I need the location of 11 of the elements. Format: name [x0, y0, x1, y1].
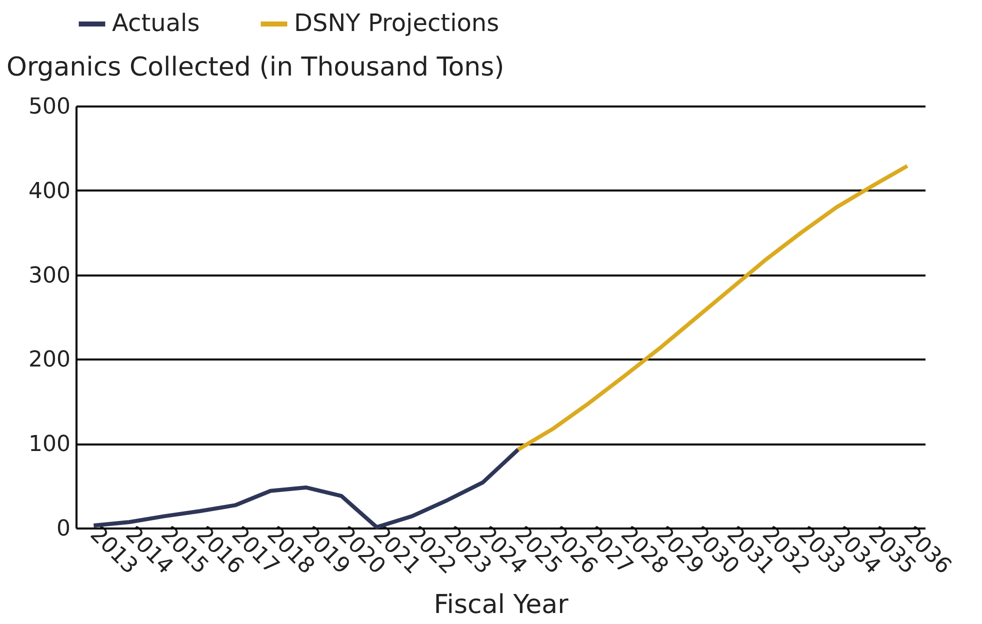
y-axis-title: Organics Collected (in Thousand Tons) [6, 52, 504, 82]
legend-label: Actuals [112, 9, 200, 37]
x-axis-title: Fiscal Year [434, 590, 569, 620]
line-series [516, 164, 910, 452]
legend-label: DSNY Projections [294, 9, 500, 37]
y-tick-label: 0 [56, 516, 70, 542]
y-tick-label: 200 [28, 348, 70, 373]
y-tick-label: 500 [28, 94, 70, 120]
y-tick-label: 300 [28, 263, 70, 288]
y-tick-label: 100 [28, 432, 70, 458]
y-tick-label: 400 [28, 178, 70, 204]
